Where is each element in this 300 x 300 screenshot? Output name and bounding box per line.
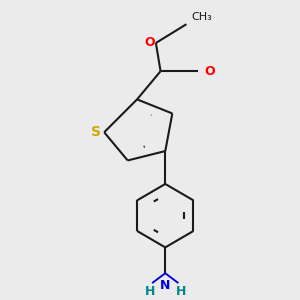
Text: H: H (145, 286, 155, 298)
Text: CH₃: CH₃ (191, 12, 212, 22)
Text: O: O (204, 65, 215, 78)
Text: N: N (160, 279, 170, 292)
Text: H: H (176, 286, 186, 298)
Text: S: S (91, 125, 101, 139)
Text: O: O (145, 37, 155, 50)
